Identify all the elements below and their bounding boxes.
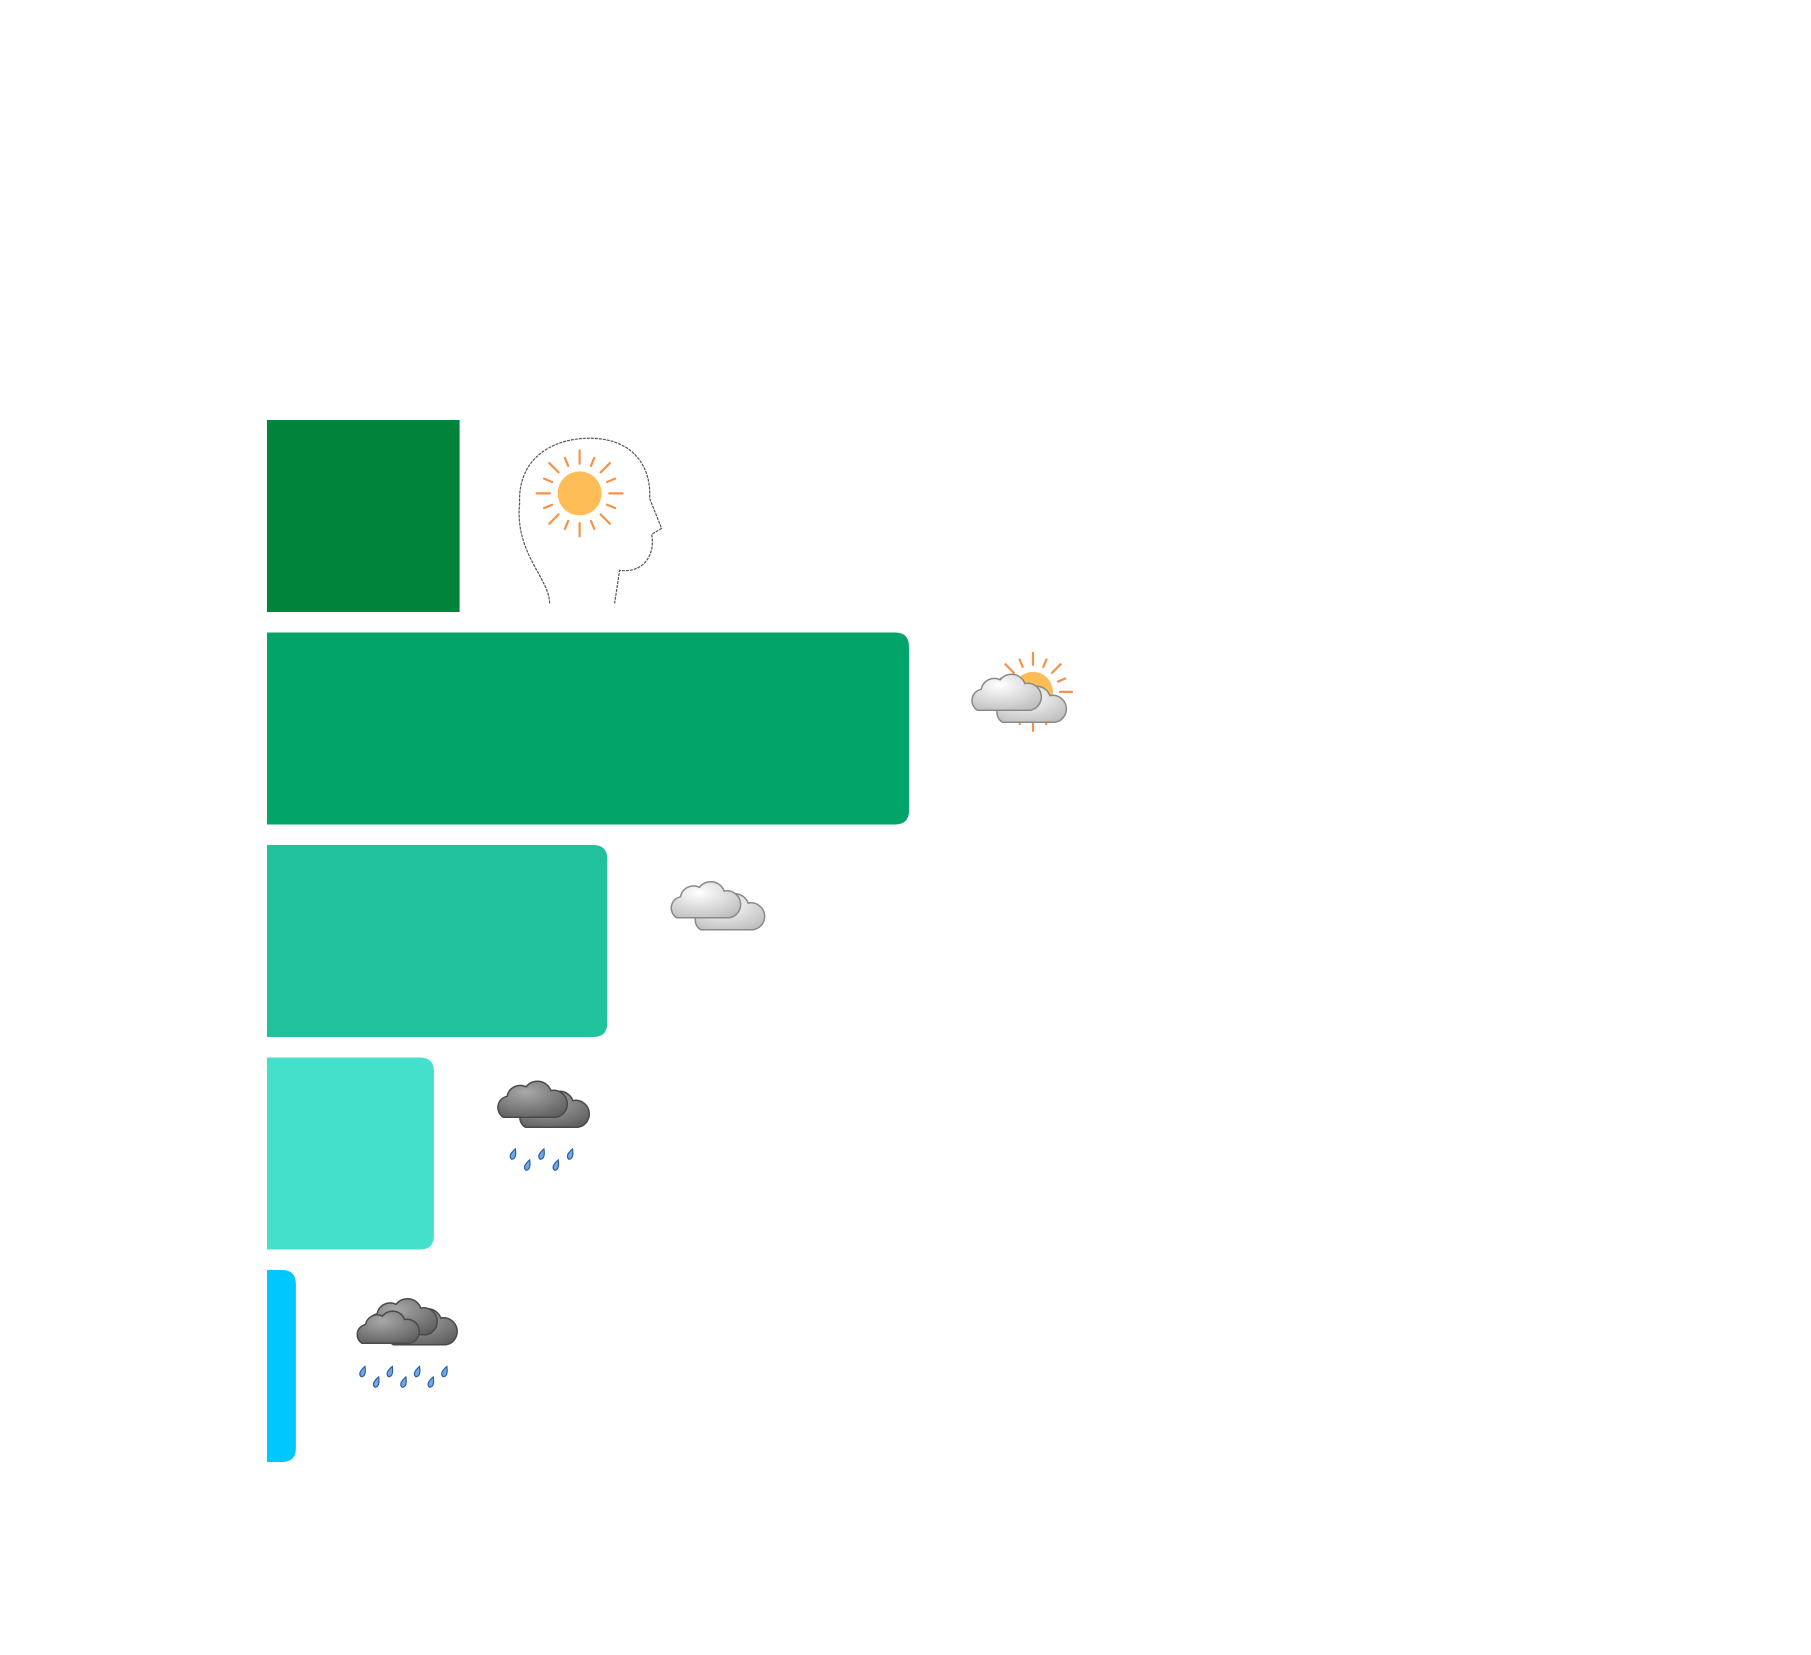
sun-ray	[542, 503, 554, 510]
rain-drop	[400, 1375, 407, 1388]
sun-ray	[1018, 658, 1024, 669]
cloud	[971, 673, 1043, 711]
sun-ray	[589, 519, 596, 531]
sun-ray	[548, 461, 560, 474]
sun-ray	[599, 513, 612, 525]
rain-drop	[359, 1365, 366, 1378]
sun-ray	[599, 461, 612, 474]
sun-ray	[542, 477, 554, 484]
sun-ray	[605, 503, 617, 510]
cloud	[670, 880, 742, 919]
head-outline	[518, 437, 663, 604]
weather-icon	[518, 437, 663, 604]
rain-drop	[441, 1365, 448, 1378]
rain-drop	[413, 1365, 421, 1378]
weather-icon	[497, 1080, 591, 1171]
sun-ray	[589, 456, 596, 468]
sun-ray	[1042, 658, 1048, 669]
sun-ray	[548, 513, 560, 525]
rain-drop	[386, 1365, 394, 1378]
weather-icon	[670, 880, 766, 931]
rain-drop	[509, 1147, 517, 1160]
rain-drop	[427, 1375, 435, 1388]
rain-drop	[523, 1158, 531, 1171]
rain-drop	[566, 1147, 574, 1160]
rain-drop	[538, 1147, 545, 1160]
sun-ray	[1050, 663, 1062, 674]
bar	[267, 420, 460, 612]
sun-ray	[563, 456, 570, 468]
sun-ray	[605, 477, 617, 484]
rain-drop	[552, 1158, 560, 1171]
cloud	[356, 1310, 421, 1345]
rain-drop	[372, 1375, 380, 1388]
bar	[267, 1270, 296, 1462]
weather-icon	[971, 651, 1074, 733]
sun	[557, 471, 602, 516]
bar	[267, 632, 909, 825]
sun-ray	[563, 519, 570, 531]
cloud	[497, 1080, 569, 1118]
bar	[267, 1057, 434, 1250]
weather-icon	[356, 1297, 458, 1388]
bar	[267, 845, 608, 1037]
sun-ray	[1004, 663, 1016, 674]
sun-ray	[1056, 677, 1067, 683]
